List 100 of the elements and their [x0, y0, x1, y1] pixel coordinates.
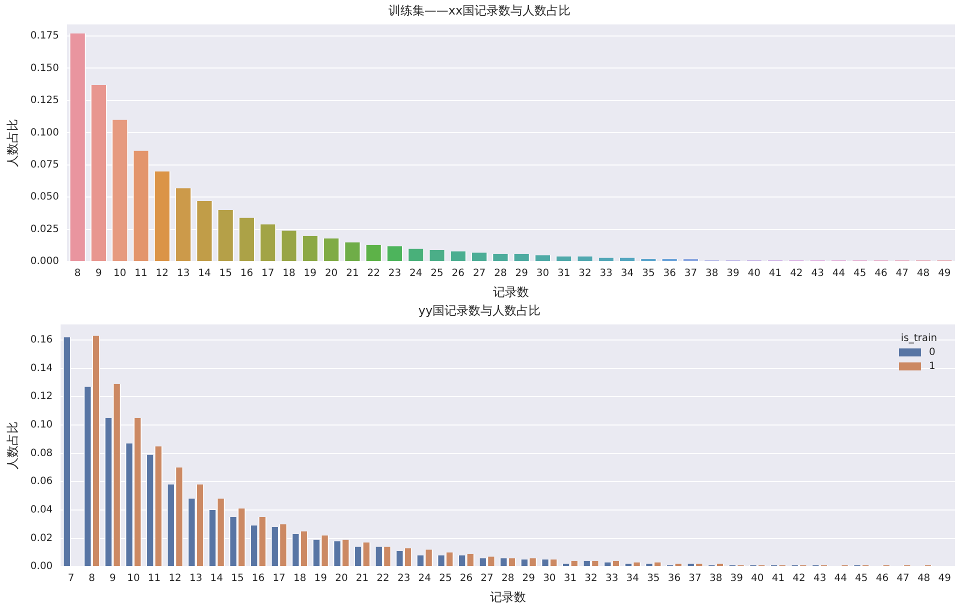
y-tick-label: 0.050: [30, 192, 60, 203]
x-tick-label: 40: [748, 268, 761, 280]
y-tick-label: 0.150: [30, 62, 60, 74]
x-tick-label: 10: [114, 268, 126, 280]
x-tick-label: 33: [605, 573, 618, 584]
x-tick-label: 30: [543, 573, 556, 584]
x-tick-label: 18: [282, 268, 296, 280]
y-tick-label: 0.10: [30, 420, 53, 431]
x-tick-label: 21: [356, 573, 369, 584]
x-tick-label: 47: [896, 268, 909, 280]
x-tick-label: 40: [751, 573, 764, 584]
x-tick-label: 36: [668, 573, 681, 584]
y-tick-label: 0.175: [30, 30, 60, 42]
legend-label: 1: [929, 360, 936, 372]
x-tick-label: 36: [663, 268, 676, 280]
x-tick-label: 15: [231, 573, 244, 584]
x-tick-label: 13: [189, 573, 202, 584]
x-tick-label: 48: [916, 268, 930, 280]
y-tick-label: 0.04: [30, 504, 53, 516]
legend-label: 0: [929, 346, 936, 358]
x-tick-label: 14: [198, 268, 211, 280]
x-tick-label: 21: [346, 268, 359, 280]
x-tick-label: 35: [647, 573, 660, 584]
x-axis-title: 记录数: [490, 590, 526, 604]
x-tick-label: 17: [262, 268, 274, 280]
y-tick-label: 0.14: [30, 362, 53, 374]
x-tick-label: 19: [304, 268, 317, 280]
x-tick-label: 10: [127, 573, 140, 584]
x-tick-label: 26: [452, 268, 465, 280]
x-tick-label: 39: [726, 268, 740, 280]
x-tick-label: 37: [684, 268, 698, 280]
x-tick-label: 7: [68, 573, 74, 584]
x-tick-label: 38: [709, 573, 722, 584]
x-tick-label: 27: [472, 268, 486, 280]
x-tick-label: 29: [515, 268, 528, 280]
x-tick-label: 27: [480, 573, 494, 584]
y-tick-label: 0.12: [30, 391, 53, 402]
x-tick-label: 12: [168, 573, 182, 584]
x-tick-label: 9: [96, 268, 102, 280]
chart-title: yy国记录数与人数占比: [418, 303, 541, 318]
x-tick-label: 19: [314, 573, 328, 584]
x-tick-label: 13: [176, 268, 190, 280]
x-tick-label: 11: [134, 268, 148, 280]
x-tick-label: 28: [494, 268, 507, 280]
x-tick-label: 24: [410, 268, 422, 280]
x-tick-label: 20: [324, 268, 338, 280]
x-tick-label: 46: [876, 573, 889, 584]
y-tick-label: 0.02: [30, 532, 53, 544]
x-tick-label: 38: [706, 268, 718, 280]
x-tick-label: 44: [832, 268, 846, 280]
x-tick-label: 16: [240, 268, 254, 280]
x-tick-label: 8: [74, 268, 81, 280]
x-tick-label: 25: [439, 573, 452, 584]
x-tick-label: 15: [219, 268, 232, 280]
x-tick-label: 25: [430, 268, 444, 280]
x-tick-label: 22: [367, 268, 380, 280]
x-tick-label: 9: [109, 573, 116, 584]
x-tick-label: 45: [853, 268, 866, 280]
x-tick-label: 44: [834, 573, 847, 584]
legend-title: is_train: [900, 332, 938, 344]
x-tick-label: 8: [88, 573, 96, 584]
x-tick-label: 34: [626, 573, 639, 584]
x-tick-label: 41: [772, 573, 785, 584]
chart-title: 训练集——xx国记录数与人数占比: [388, 3, 571, 18]
x-tick-label: 46: [874, 268, 888, 280]
y-tick-label: 0.16: [30, 334, 53, 346]
x-tick-label: 49: [938, 268, 951, 280]
x-tick-label: 48: [917, 573, 930, 584]
x-tick-label: 39: [730, 573, 743, 584]
x-tick-label: 37: [688, 573, 702, 584]
y-tick-label: 0.025: [30, 224, 60, 235]
y-tick-label: 0.00: [30, 561, 53, 572]
x-tick-label: 32: [584, 573, 598, 584]
x-tick-label: 43: [813, 573, 826, 584]
x-tick-label: 45: [855, 573, 868, 584]
x-tick-label: 20: [335, 573, 348, 584]
x-tick-label: 17: [272, 573, 286, 584]
y-tick-label: 0.125: [30, 95, 60, 106]
x-tick-label: 32: [578, 268, 592, 280]
x-tick-label: 23: [388, 268, 402, 280]
x-tick-label: 30: [536, 268, 550, 280]
y-tick-label: 0.06: [30, 476, 53, 488]
y-tick-label: 0.08: [30, 448, 53, 459]
y-tick-label: 0.000: [30, 256, 60, 268]
x-tick-label: 33: [600, 268, 613, 280]
y-axis-title: 人数占比: [5, 422, 20, 470]
x-tick-label: 16: [252, 573, 265, 584]
y-axis-title: 人数占比: [5, 119, 20, 167]
x-tick-label: 12: [156, 268, 169, 280]
y-tick-label: 0.100: [30, 127, 60, 138]
x-tick-label: 24: [418, 573, 432, 584]
x-tick-label: 49: [938, 573, 951, 584]
x-tick-label: 42: [792, 573, 806, 584]
x-tick-label: 31: [564, 573, 577, 584]
x-tick-label: 11: [148, 573, 161, 584]
x-tick-label: 28: [501, 573, 514, 584]
x-axis-title: 记录数: [493, 284, 530, 299]
x-tick-label: 34: [620, 268, 634, 280]
x-tick-label: 35: [642, 268, 655, 280]
x-tick-label: 14: [210, 573, 224, 584]
